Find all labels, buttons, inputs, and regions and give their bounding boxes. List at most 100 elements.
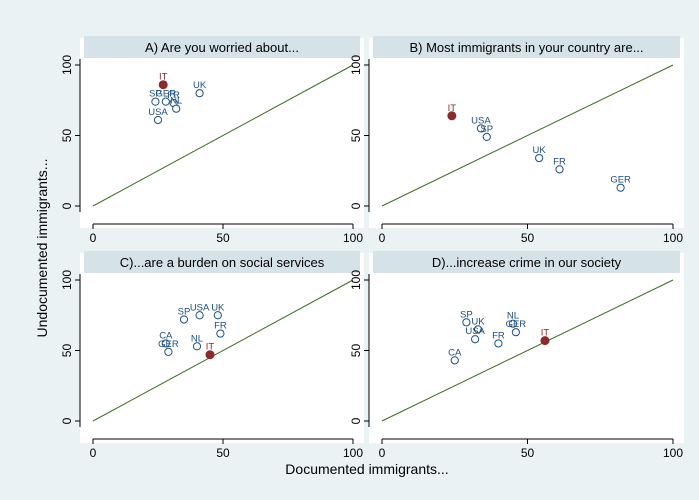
data-label-it: IT [206, 342, 215, 353]
y-tick-label: 0 [349, 202, 363, 209]
data-label-ger: GER [610, 175, 631, 186]
panel-title-strip [84, 251, 360, 273]
data-label-ca: CA [448, 347, 462, 358]
data-point-nl [172, 104, 181, 113]
panel-title: D)...increase crime in our society [432, 255, 622, 270]
plot-background [369, 38, 684, 228]
data-label-nl: NL [170, 96, 182, 107]
data-point-ger [161, 97, 170, 106]
data-label-usa: USA [471, 115, 491, 126]
y-tick-label: 100 [60, 55, 74, 75]
data-label-uk: UK [533, 145, 547, 156]
data-point-sp [462, 318, 471, 327]
panel-title: A) Are you worried about... [145, 40, 299, 55]
data-label-usa: USA [148, 107, 168, 118]
data-point-ger [164, 347, 173, 357]
data-point-uk [213, 311, 222, 320]
x-tick-label: 100 [343, 231, 363, 245]
panel-2: B) Most immigrants in your country are..… [349, 36, 684, 245]
y-tick-label: 0 [60, 202, 74, 209]
y-tick-label: 50 [349, 344, 363, 358]
x-axis-title: Documented immigrants... [285, 461, 448, 477]
data-label-nl: NL [191, 333, 203, 344]
data-label-it: IT [541, 328, 550, 339]
y-tick-label: 0 [349, 417, 363, 424]
x-tick-label: 50 [216, 446, 230, 460]
data-label-uk: UK [211, 302, 225, 313]
data-label-sp: SP [480, 124, 493, 135]
x-tick-label: 100 [343, 446, 363, 460]
data-label-ger: GER [158, 339, 179, 350]
y-tick-label: 50 [60, 344, 74, 358]
data-point-sp [179, 315, 189, 324]
panel-4: D)...increase crime in our society 0 50 100… [349, 251, 684, 460]
data-point-usa [476, 124, 486, 133]
data-label-fr: FR [167, 90, 180, 101]
data-point-it [447, 111, 457, 121]
panel-title: B) Most immigrants in your country are..… [409, 40, 643, 55]
data-label-uk: UK [193, 80, 207, 91]
data-point-uk [473, 325, 483, 334]
data-label-nl: NL [507, 311, 519, 322]
y-tick-label: 100 [349, 55, 363, 75]
data-point-sp [151, 97, 160, 106]
data-label-usa: USA [190, 302, 210, 313]
data-point-nl [192, 342, 202, 351]
data-point-uk [535, 153, 544, 163]
data-point-ger [511, 328, 520, 337]
data-label-ca: CA [159, 330, 173, 341]
data-point-ger [616, 183, 625, 192]
x-tick-label: 100 [663, 446, 683, 460]
data-label-fr: FR [214, 321, 227, 332]
y-tick-label: 50 [349, 129, 363, 143]
data-point-sp [482, 132, 491, 142]
data-point-ca [450, 356, 459, 365]
plot-background [80, 38, 364, 228]
data-label-it: IT [448, 103, 457, 114]
x-tick-label: 0 [90, 446, 97, 460]
x-tick-label: 50 [521, 446, 535, 460]
data-point-it [205, 350, 215, 360]
data-point-it [158, 80, 168, 90]
data-point-usa [153, 115, 163, 125]
diagonal-reference-line [92, 64, 354, 207]
data-label-sp: SP [149, 89, 162, 100]
data-point-fr [555, 165, 564, 174]
x-tick-label: 0 [90, 231, 97, 245]
data-label-usa: USA [465, 326, 485, 337]
data-label-sp: SP [178, 306, 191, 317]
panel-3: C)...are a burden on social services 0 50 1… [60, 251, 364, 460]
data-point-usa [471, 335, 480, 344]
panel-title-strip [84, 36, 360, 58]
data-point-nl [508, 319, 518, 328]
panel-1: A) Are you worried about... 0 50 100 0 50 100 I… [60, 36, 364, 245]
data-point-uk [195, 89, 204, 98]
y-tick-label: 50 [60, 129, 74, 143]
data-label-fr: FR [492, 330, 505, 341]
x-tick-label: 0 [379, 446, 386, 460]
x-tick-label: 100 [663, 231, 683, 245]
data-point-ca [161, 339, 170, 348]
diagonal-reference-line [381, 279, 674, 422]
panel-title-strip [373, 36, 680, 58]
x-tick-label: 50 [216, 231, 230, 245]
data-label-sp: SP [460, 309, 473, 320]
data-point-it [540, 336, 550, 346]
data-label-uk: UK [471, 316, 485, 327]
y-tick-label: 0 [60, 417, 74, 424]
plot-background [80, 253, 364, 443]
x-tick-label: 0 [379, 231, 386, 245]
diagonal-reference-line [92, 279, 354, 422]
data-point-fr [216, 329, 225, 338]
data-label-fr: FR [553, 156, 566, 167]
y-tick-label: 100 [60, 270, 74, 290]
diagonal-reference-line [381, 64, 674, 207]
x-tick-label: 50 [521, 231, 535, 245]
panel-title-strip [373, 251, 680, 273]
plot-background [369, 253, 684, 443]
y-axis-title: Undocumented immigrants... [34, 159, 50, 338]
panel-title: C)...are a burden on social services [120, 255, 325, 270]
y-tick-label: 100 [349, 270, 363, 290]
